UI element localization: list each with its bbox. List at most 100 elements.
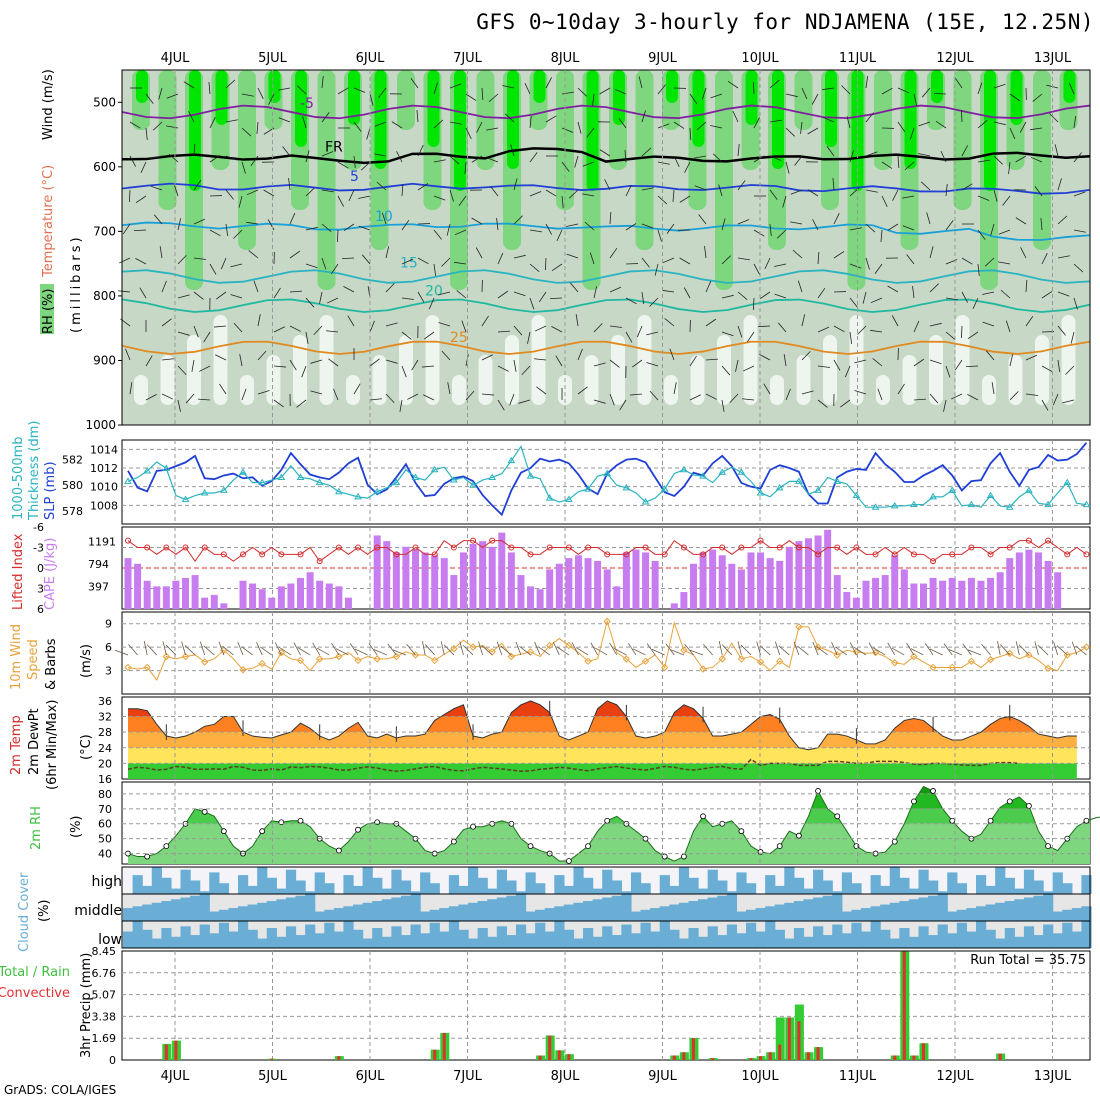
wind-barb	[253, 280, 259, 293]
cloud-bar	[391, 897, 402, 921]
wind-barb	[513, 359, 517, 372]
cloud-bar	[381, 936, 392, 948]
cloud-bar	[324, 909, 335, 921]
wind-barb	[872, 647, 886, 656]
cloud-bar	[937, 894, 948, 921]
cape-bar	[977, 580, 985, 609]
wind-barb	[462, 644, 474, 656]
wind-barb	[331, 642, 340, 656]
date-label-bottom: 7JUL	[453, 1069, 483, 1084]
cape-bar	[987, 577, 995, 609]
wind-barb	[239, 354, 243, 367]
wind-barb	[385, 322, 398, 327]
cape-bar	[325, 583, 333, 609]
rh-legend-swatch	[40, 284, 54, 334]
upper-frame	[121, 69, 1091, 426]
wind-barb	[305, 297, 315, 308]
wind-barb	[209, 117, 216, 129]
cloud-bar	[477, 901, 488, 921]
cloud-bar	[1052, 933, 1063, 948]
isotherm-line	[121, 340, 1091, 355]
precip-total-bar	[775, 1017, 785, 1060]
cape-bar	[1044, 560, 1052, 609]
cloud-bar	[170, 899, 182, 921]
wind-barb	[705, 358, 718, 361]
wind-barb	[302, 116, 307, 129]
wind-barb	[198, 398, 211, 401]
thickness-point	[449, 476, 458, 483]
wind-barb	[162, 641, 167, 656]
wind-barb	[449, 83, 462, 89]
wind-barb	[146, 644, 158, 656]
wind-speed-point	[200, 658, 209, 666]
cloud-bar	[774, 885, 785, 894]
wind-barb	[657, 229, 662, 242]
wind-units: (m/s)	[79, 644, 94, 678]
wind-barb	[406, 643, 416, 656]
cloud-bar	[1052, 872, 1063, 894]
wind-barb	[509, 393, 515, 406]
wind-barb	[624, 150, 627, 163]
rh-dark-patch	[136, 70, 148, 103]
cloud-bar	[870, 921, 881, 948]
wind-barb	[496, 218, 499, 231]
wind-barb	[293, 642, 301, 656]
wind-barb	[1032, 93, 1043, 102]
cape-bar	[776, 560, 784, 609]
wind-barb	[737, 325, 743, 338]
wind-barb	[527, 331, 531, 344]
wind-barb	[1015, 155, 1027, 163]
wind-barb	[417, 145, 424, 157]
wind-barb	[982, 291, 995, 295]
li-tick: 6	[37, 603, 44, 616]
wind-barb	[854, 390, 867, 395]
precip-convective-bar	[902, 951, 906, 1060]
cloud-bar	[592, 936, 603, 948]
precip-convective-bar	[759, 1056, 763, 1060]
wind-barb	[807, 189, 819, 197]
wind-barb	[481, 354, 493, 361]
date-label-bottom: 5JUL	[258, 1069, 288, 1084]
thickness-point	[1005, 503, 1014, 510]
wind-barb	[536, 386, 547, 395]
cloud-bar	[266, 901, 277, 921]
cloud-bar	[956, 909, 968, 921]
cloud-bar	[448, 921, 460, 948]
wind-barb	[361, 254, 371, 265]
wind-speed-point	[737, 655, 746, 663]
cloud-bar	[889, 938, 900, 948]
cape-bar	[804, 538, 812, 609]
wind-barb	[177, 365, 187, 376]
lifted-index-point	[316, 558, 323, 565]
lifted-index-point	[163, 544, 170, 551]
pressure-tick: 800	[93, 289, 116, 303]
wind-speed-point	[603, 617, 611, 626]
rh-dry-patch	[1008, 355, 1023, 405]
wind-barb	[926, 212, 931, 225]
wind-barb	[343, 223, 355, 232]
temp-label-2: 2m DewPt	[27, 708, 42, 775]
wind-barb	[387, 643, 397, 656]
wind-barb	[1062, 399, 1075, 404]
wind-barb	[135, 195, 147, 204]
wind-speed-point	[661, 663, 669, 672]
li-tick: -3	[33, 542, 44, 555]
cloud-bar	[985, 885, 996, 894]
thickness-point	[334, 487, 343, 495]
cloud-bar	[496, 869, 507, 894]
wind-barb	[618, 118, 627, 129]
cloud-bar	[918, 897, 929, 921]
li-tick: 0	[37, 562, 44, 575]
cloud-row-middle: middle	[74, 903, 122, 919]
rh-mid-patch	[794, 70, 813, 130]
wind-barb	[500, 645, 512, 656]
wind-speed-point	[450, 644, 458, 653]
wind-barb	[812, 641, 819, 656]
cloud-bar	[199, 924, 210, 948]
wind-barb	[960, 325, 963, 339]
cape-bar	[958, 580, 966, 609]
cloud-bar	[717, 895, 728, 921]
wind-barb	[833, 251, 845, 259]
wind-barb	[145, 127, 148, 140]
wind-barb	[764, 257, 771, 270]
